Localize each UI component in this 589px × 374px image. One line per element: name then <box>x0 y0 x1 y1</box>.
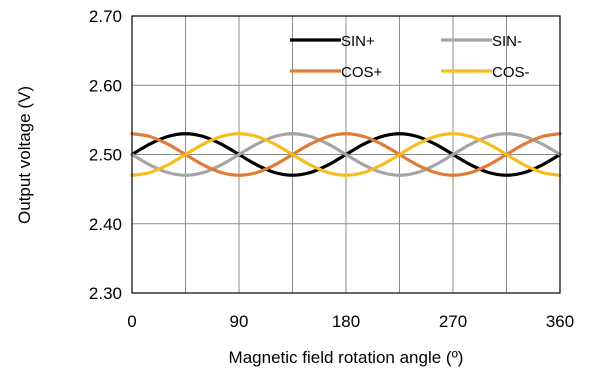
legend: SIN+ SIN- COS+ COS- <box>290 33 530 81</box>
y-tick-label: 2.50 <box>89 146 122 165</box>
y-tick-label: 2.30 <box>89 284 122 303</box>
x-axis-label: Magnetic field rotation angle (º) <box>229 348 464 367</box>
tick-labels: 2.70 2.60 2.50 2.40 2.30 0 90 180 270 360 <box>89 7 574 331</box>
y-tick-label: 2.40 <box>89 215 122 234</box>
x-tick-label: 90 <box>230 312 249 331</box>
series-line-sin-minus <box>130 132 562 177</box>
x-tick-label: 270 <box>439 312 467 331</box>
legend-label: COS+ <box>341 64 383 81</box>
plot-area <box>131 15 561 294</box>
x-tick-label: 360 <box>546 312 574 331</box>
legend-label: SIN- <box>492 33 522 50</box>
series-lines <box>130 132 562 177</box>
y-axis-label: Output voltage (V) <box>15 86 34 224</box>
x-tick-label: 0 <box>127 312 136 331</box>
legend-label: COS- <box>492 64 530 81</box>
y-tick-label: 2.70 <box>89 7 122 26</box>
series-line-cos-minus <box>130 132 562 177</box>
x-tick-label: 180 <box>332 312 360 331</box>
legend-label: SIN+ <box>341 33 375 50</box>
series-line-cos-plus <box>130 132 562 177</box>
y-tick-label: 2.60 <box>89 76 122 95</box>
